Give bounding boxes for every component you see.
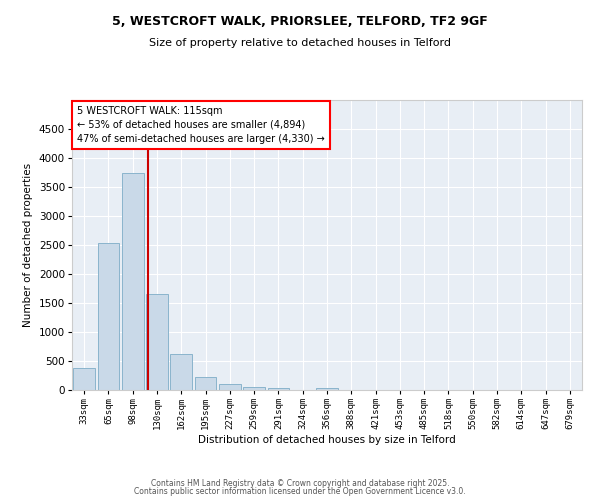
Text: Contains HM Land Registry data © Crown copyright and database right 2025.: Contains HM Land Registry data © Crown c… xyxy=(151,478,449,488)
Y-axis label: Number of detached properties: Number of detached properties xyxy=(23,163,33,327)
Bar xyxy=(146,294,168,390)
Text: Size of property relative to detached houses in Telford: Size of property relative to detached ho… xyxy=(149,38,451,48)
Bar xyxy=(194,377,217,390)
Bar xyxy=(97,244,119,390)
Bar xyxy=(316,388,338,390)
Text: Contains public sector information licensed under the Open Government Licence v3: Contains public sector information licen… xyxy=(134,487,466,496)
Bar xyxy=(268,388,289,390)
Text: 5 WESTCROFT WALK: 115sqm
← 53% of detached houses are smaller (4,894)
47% of sem: 5 WESTCROFT WALK: 115sqm ← 53% of detach… xyxy=(77,106,325,144)
Bar xyxy=(122,172,143,390)
Bar xyxy=(170,354,192,390)
X-axis label: Distribution of detached houses by size in Telford: Distribution of detached houses by size … xyxy=(198,434,456,445)
Bar xyxy=(219,384,241,390)
Text: 5, WESTCROFT WALK, PRIORSLEE, TELFORD, TF2 9GF: 5, WESTCROFT WALK, PRIORSLEE, TELFORD, T… xyxy=(112,15,488,28)
Bar xyxy=(243,387,265,390)
Bar xyxy=(73,368,95,390)
